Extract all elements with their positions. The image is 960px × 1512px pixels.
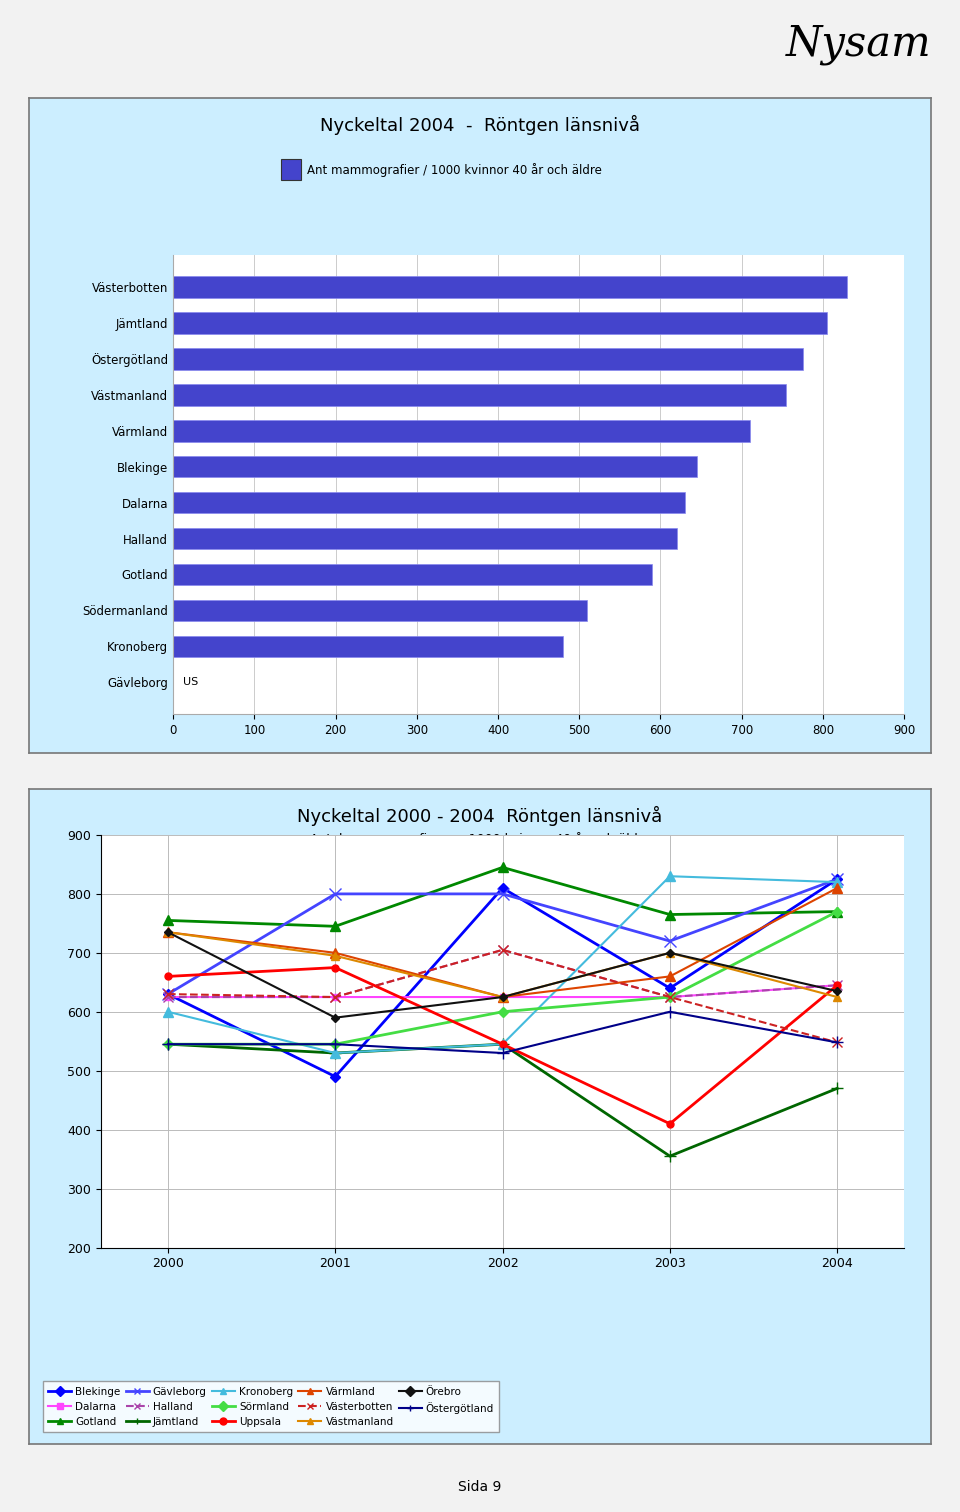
Text: Ant mammografier / 1000 kvinnor 40 år och äldre: Ant mammografier / 1000 kvinnor 40 år oc…: [307, 163, 602, 177]
Legend: Blekinge, Dalarna, Gotland, Gävleborg, Halland, Jämtland, Kronoberg, Sörmland, U: Blekinge, Dalarna, Gotland, Gävleborg, H…: [43, 1382, 499, 1432]
Text: Sida 9: Sida 9: [458, 1480, 502, 1494]
Text: Nysam: Nysam: [785, 23, 931, 65]
Bar: [281, 159, 301, 180]
Text: Nyckeltal 2004  -  Röntgen länsnivå: Nyckeltal 2004 - Röntgen länsnivå: [320, 115, 640, 135]
Text: Antal mammografier per 1000 kvinnor 40 år och äldre: Antal mammografier per 1000 kvinnor 40 å…: [310, 832, 650, 845]
Text: Nyckeltal 2000 - 2004  Röntgen länsnivå: Nyckeltal 2000 - 2004 Röntgen länsnivå: [298, 806, 662, 826]
